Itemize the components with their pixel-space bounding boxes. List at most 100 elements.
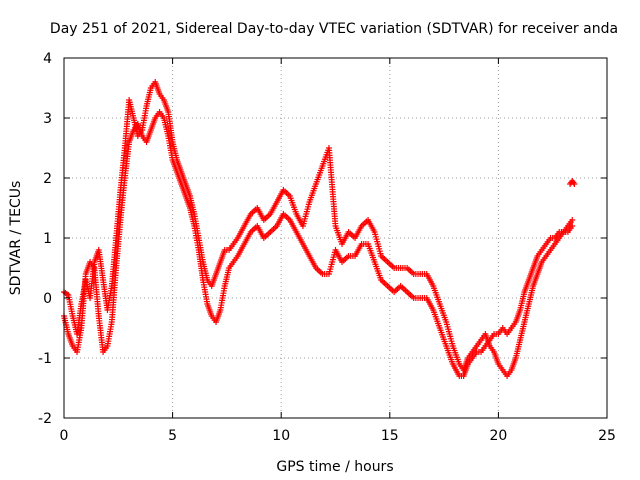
- data-point-fill: [144, 129, 154, 143]
- data-point-fill: [78, 273, 89, 329]
- data-point-fill: [213, 261, 223, 275]
- data-point-fill: [217, 285, 228, 311]
- data-point-fill: [101, 345, 109, 353]
- data-point-fill: [174, 159, 184, 173]
- data-point-fill: [209, 273, 219, 287]
- data-point-fill: [262, 212, 272, 222]
- data-point-fill: [340, 254, 350, 264]
- data-point-fill: [479, 345, 487, 353]
- data-point-fill: [158, 93, 166, 101]
- data-point-fill: [392, 284, 403, 294]
- x-tick-label: 25: [598, 428, 616, 444]
- data-point-fill: [540, 243, 548, 251]
- data-point-fill: [353, 225, 364, 239]
- data-point-fill: [488, 333, 496, 341]
- data-point-fill: [366, 219, 377, 233]
- data-point-fill: [231, 237, 240, 245]
- data-point-fill: [405, 290, 416, 300]
- data-point-fill: [379, 254, 389, 264]
- data-point-fill: [483, 339, 492, 347]
- y-tick-label: 1: [43, 231, 52, 247]
- data-point-fill: [540, 255, 548, 263]
- x-tick-label: 15: [381, 428, 399, 444]
- data-point-fill: [235, 225, 247, 239]
- data-point-fill: [174, 171, 184, 185]
- data-point-fill: [393, 265, 402, 271]
- data-point-fill: [372, 261, 384, 281]
- data-point-fill: [431, 309, 442, 329]
- data-point-fill: [450, 345, 462, 365]
- data-point-fill: [218, 249, 228, 263]
- data-point-fill: [347, 253, 356, 259]
- x-tick-label: 10: [272, 428, 290, 444]
- data-point-fill: [231, 255, 240, 263]
- chart-title: Day 251 of 2021, Sidereal Day-to-day VTE…: [50, 21, 618, 37]
- data-point-fill: [122, 141, 132, 179]
- data-point: [569, 223, 576, 229]
- data-point-fill: [326, 147, 339, 227]
- data-point-fill: [62, 290, 70, 297]
- data-point-fill: [195, 249, 206, 281]
- data-point-fill: [491, 351, 501, 365]
- data-point-fill: [183, 195, 193, 209]
- data-point-fill: [470, 351, 479, 359]
- series-outlier: [567, 178, 578, 187]
- data-point-fill: [360, 218, 370, 228]
- data-point-fill: [488, 345, 496, 353]
- data-point-fill: [321, 271, 330, 277]
- data-point-fill: [71, 345, 79, 353]
- data-point-fill: [431, 285, 442, 305]
- data-point-fill: [386, 284, 396, 294]
- data-point-fill: [152, 81, 162, 95]
- data-point-fill: [437, 327, 449, 347]
- data-point-fill: [526, 267, 536, 281]
- data-point-fill: [104, 321, 115, 347]
- data-point-fill: [353, 243, 364, 257]
- data-point-fill: [424, 273, 436, 287]
- data-point-fill: [522, 279, 532, 293]
- data-point-fill: [365, 243, 377, 263]
- data-point-fill: [566, 219, 574, 227]
- data-point-fill: [282, 188, 292, 198]
- data-point-fill: [227, 261, 235, 269]
- data-point-fill: [242, 213, 253, 227]
- data-point-fill: [443, 321, 456, 347]
- data-point-fill: [153, 111, 162, 119]
- data-point-fill: [544, 249, 553, 257]
- data-point-fill: [553, 231, 561, 239]
- data-point-fill: [109, 237, 119, 287]
- data-point-fill: [517, 291, 527, 311]
- data-point-fill: [313, 165, 325, 185]
- data-point-fill: [96, 249, 106, 281]
- series-trace_b: [61, 109, 576, 379]
- data-point-fill: [419, 295, 428, 301]
- data-point-fill: [466, 357, 474, 365]
- data-point-fill: [405, 266, 416, 276]
- data-point-fill: [96, 315, 106, 353]
- data-point-fill: [419, 271, 428, 277]
- data-point-fill: [262, 230, 272, 240]
- data-point-fill: [566, 225, 574, 233]
- data-point-fill: [158, 111, 166, 119]
- data-point-fill: [183, 183, 193, 197]
- data-point-fill: [301, 243, 312, 257]
- data-point-fill: [294, 231, 305, 245]
- y-tick-label: 2: [43, 171, 52, 187]
- data-point-fill: [517, 321, 527, 341]
- data-point-fill: [144, 87, 154, 107]
- data-point-fill: [505, 327, 513, 335]
- data-point-fill: [505, 369, 513, 377]
- data-point-fill: [360, 241, 369, 247]
- data-point-fill: [470, 345, 479, 353]
- data-point-fill: [379, 278, 389, 288]
- data-point-fill: [461, 363, 471, 377]
- data-point-fill: [210, 315, 218, 323]
- data-point-fill: [372, 231, 384, 257]
- data-point-fill: [205, 279, 214, 287]
- data-point-fill: [562, 225, 570, 233]
- data-point-fill: [126, 129, 136, 143]
- data-point-fill: [179, 183, 188, 197]
- data-point-fill: [227, 243, 235, 251]
- data-point-fill: [135, 123, 145, 137]
